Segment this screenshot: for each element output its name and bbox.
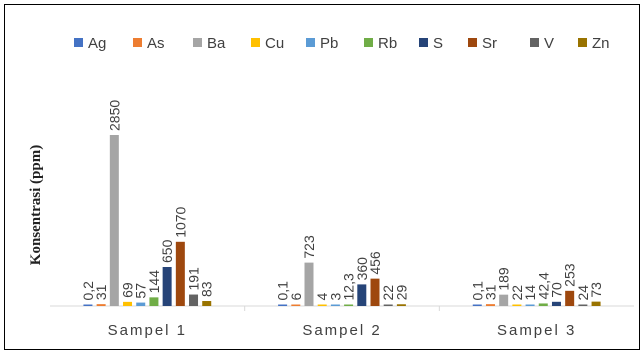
bar-v-3 — [578, 304, 588, 306]
bar-cu-2 — [317, 304, 327, 306]
legend-label-s: S — [433, 35, 443, 52]
legend-label-ag: Ag — [88, 35, 106, 52]
legend-swatch-rb — [364, 38, 373, 47]
data-label-ba-3: 189 — [496, 267, 512, 291]
bar-zn-1 — [202, 301, 212, 306]
bar-as-1 — [96, 304, 106, 306]
legend-swatch-ag — [74, 38, 83, 47]
data-label-cu-2: 4 — [314, 293, 330, 301]
data-label-s-1: 650 — [159, 239, 175, 263]
bar-s-2 — [357, 284, 367, 306]
bar-v-1 — [189, 294, 199, 306]
data-label-zn-3: 73 — [588, 282, 604, 298]
bar-s-1 — [162, 267, 172, 306]
bar-pb-3 — [525, 304, 535, 306]
bar-zn-3 — [591, 301, 601, 306]
data-label-rb-1: 144 — [146, 270, 162, 294]
data-label-sr-3: 253 — [562, 263, 578, 287]
bar-ag-2 — [278, 304, 288, 306]
data-label-sr-1: 1070 — [172, 206, 188, 237]
bar-sr-1 — [175, 241, 185, 306]
data-label-pb-3: 14 — [522, 285, 538, 301]
data-label-v-1: 191 — [186, 267, 202, 291]
category-label-2: Sampel 2 — [302, 322, 381, 339]
data-label-s-2: 360 — [354, 257, 370, 281]
legend-label-ba: Ba — [207, 35, 226, 52]
bar-pb-2 — [330, 304, 340, 306]
bar-ba-2 — [304, 262, 314, 306]
data-label-zn-1: 83 — [199, 281, 215, 297]
bar-rb-2 — [344, 304, 354, 306]
legend-label-as: As — [147, 35, 165, 52]
legend-swatch-cu — [251, 38, 260, 47]
category-label-1: Sampel 1 — [108, 322, 187, 339]
bar-ba-1 — [109, 135, 119, 306]
bar-rb-1 — [149, 297, 159, 306]
bar-sr-3 — [565, 290, 575, 306]
bar-rb-3 — [538, 303, 548, 306]
category-label-3: Sampel 3 — [497, 322, 576, 339]
bar-as-2 — [291, 304, 301, 306]
data-label-sr-2: 456 — [367, 251, 383, 275]
data-label-pb-1: 57 — [133, 283, 149, 299]
bar-v-2 — [383, 304, 393, 306]
bar-cu-3 — [512, 304, 522, 306]
data-label-pb-2: 3 — [327, 293, 343, 301]
data-label-as-2: 6 — [288, 293, 304, 301]
bar-ba-3 — [499, 294, 509, 306]
bar-sr-2 — [370, 278, 380, 306]
bar-s-3 — [551, 301, 561, 306]
y-axis-title: Konsentrasi (ppm) — [28, 145, 44, 265]
legend-label-v: V — [544, 35, 554, 52]
legend-swatch-zn — [578, 38, 587, 47]
data-label-rb-2: 12,3 — [341, 273, 357, 300]
data-label-v-3: 24 — [575, 285, 591, 301]
data-label-ba-1: 2850 — [106, 100, 122, 131]
data-label-cu-1: 69 — [120, 282, 136, 298]
data-label-cu-3: 22 — [509, 285, 525, 301]
bar-pb-1 — [136, 302, 146, 306]
legend-swatch-s — [419, 38, 428, 47]
legend-label-sr: Sr — [482, 35, 497, 52]
data-label-ag-3: 0,1 — [469, 281, 485, 301]
legend-swatch-sr — [468, 38, 477, 47]
bar-zn-2 — [396, 304, 406, 306]
legend-swatch-v — [530, 38, 539, 47]
legend-swatch-as — [133, 38, 142, 47]
legend-label-cu: Cu — [265, 35, 284, 52]
legend-swatch-ba — [193, 38, 202, 47]
data-label-as-1: 31 — [93, 284, 109, 300]
legend-label-zn: Zn — [592, 35, 610, 52]
bar-ag-1 — [83, 304, 93, 306]
bar-as-3 — [485, 304, 495, 306]
legend: Ag As Ba Cu Pb Rb S Sr V Zn — [74, 35, 610, 52]
legend-label-rb: Rb — [378, 35, 397, 52]
data-label-zn-2: 29 — [393, 284, 409, 300]
legend-swatch-pb — [306, 38, 315, 47]
data-label-ag-2: 0,1 — [275, 281, 291, 301]
data-label-ag-1: 0,2 — [80, 281, 96, 301]
legend-label-pb: Pb — [320, 35, 338, 52]
data-label-v-2: 22 — [380, 285, 396, 301]
data-label-rb-3: 42,4 — [535, 272, 551, 299]
data-label-as-3: 31 — [482, 284, 498, 300]
bar-cu-1 — [123, 301, 133, 306]
data-label-ba-2: 723 — [301, 235, 317, 259]
bar-ag-3 — [472, 304, 482, 306]
data-label-s-3: 70 — [548, 282, 564, 298]
